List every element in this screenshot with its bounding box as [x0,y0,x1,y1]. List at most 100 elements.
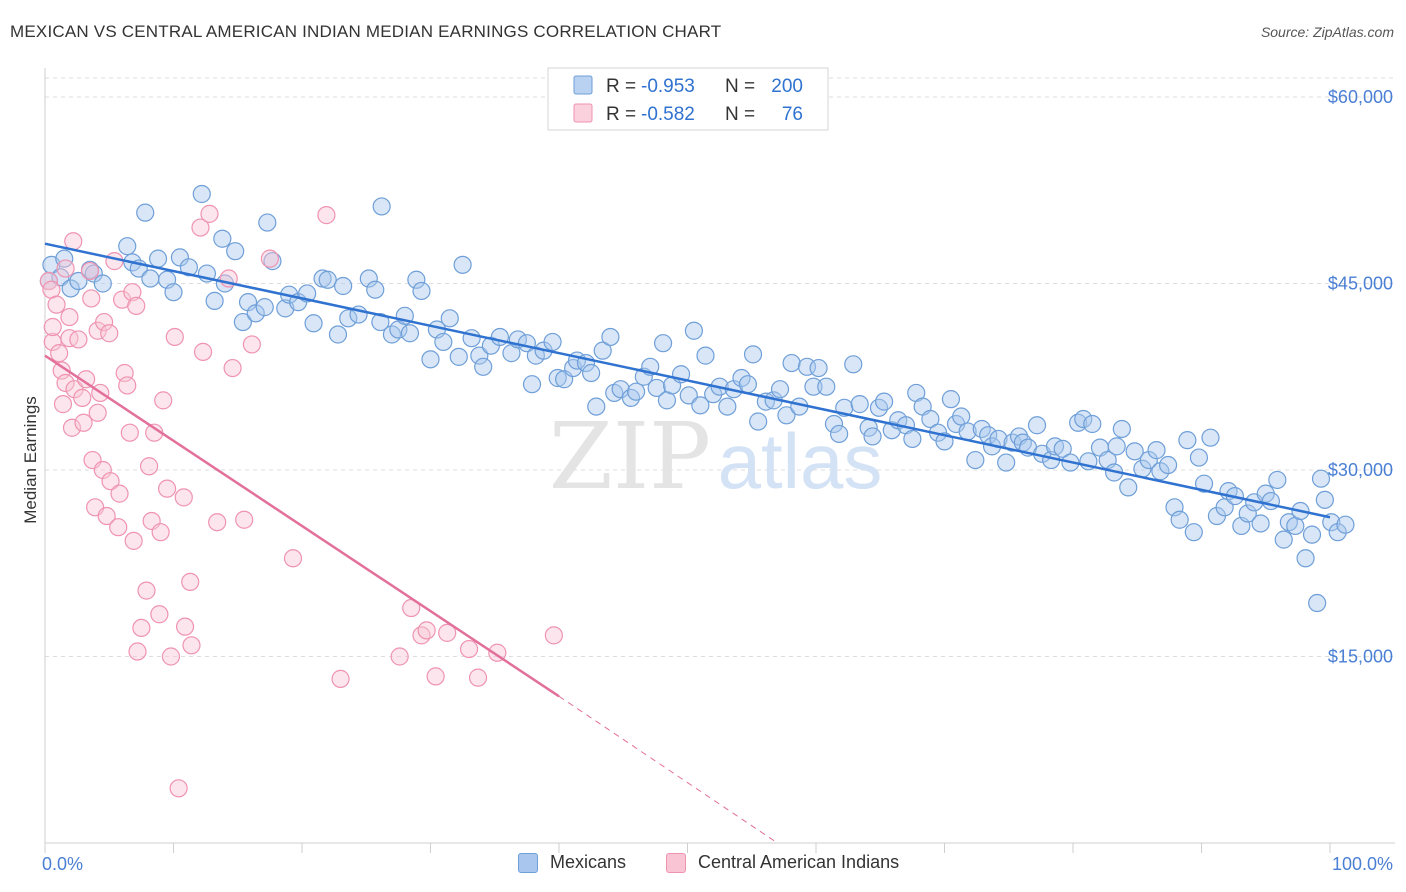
data-point-mexicans [1184,523,1203,542]
legend-series: Mexicans Central American Indians [0,852,1406,876]
legend-swatch-icon [666,852,686,873]
data-point-central-american-indians [468,668,488,687]
legend-item-mexicans[interactable]: Mexicans [518,852,626,873]
data-point-mexicans [718,397,737,416]
legend-swatch-mexicans [573,75,593,95]
data-point-central-american-indians [182,636,201,655]
data-point-mexicans [1274,530,1293,549]
data-point-central-american-indians [412,626,431,645]
data-point-mexicans [1139,450,1158,470]
data-point-central-american-indians [56,259,75,278]
data-point-central-american-indians [191,218,210,237]
data-point-mexicans [226,242,245,261]
data-point-central-american-indians [459,639,479,659]
trend-line-mexicans [44,242,1331,519]
data-point-mexicans [366,280,385,299]
data-point-central-american-indians [242,335,261,354]
source-label: Source: ZipAtlas.com [1260,24,1394,40]
data-point-central-american-indians [101,472,120,491]
data-point-central-american-indians [97,506,116,526]
data-point-mexicans [548,368,567,388]
data-point-mexicans [258,213,277,232]
data-point-mexicans [696,346,715,365]
data-point-mexicans [136,203,155,222]
data-point-mexicans [412,281,431,301]
x-tick-label: 100.0% [1332,854,1393,874]
data-point-central-american-indians [100,324,119,343]
data-point-mexicans [1027,416,1047,435]
legend-n-value: 200 [771,76,803,97]
data-point-mexicans [1083,414,1102,434]
watermark: ZIP atlas [549,403,882,510]
data-point-mexicans [400,324,420,343]
data-point-central-american-indians [105,252,124,271]
data-point-central-american-indians [417,621,436,640]
legend-n-label: N = [725,76,755,97]
data-point-mexicans [830,424,849,444]
data-point-mexicans [421,350,440,369]
data-point-mexicans [1328,523,1347,542]
y-tick-label: $60,000 [1328,87,1393,107]
data-point-central-american-indians [62,418,82,437]
data-point-central-american-indians [128,642,147,661]
data-point-central-american-indians [47,295,66,314]
data-point-mexicans [1194,474,1214,493]
data-point-mexicans [164,283,183,302]
data-point-central-american-indians [80,261,100,281]
data-point-mexicans [1119,478,1138,497]
legend-n-label: N = [725,104,755,125]
data-point-mexicans [141,269,160,288]
data-point-mexicans [61,279,80,298]
data-point-mexicans [1147,441,1166,460]
data-point-mexicans [782,353,801,373]
data-point-central-american-indians [438,623,457,642]
data-point-mexicans [440,309,459,328]
data-point-central-american-indians [426,667,445,686]
data-point-mexicans [318,270,337,289]
data-point-central-american-indians [88,403,107,422]
data-point-central-american-indians [154,391,173,410]
data-point-mexicans [359,269,378,288]
data-point-mexicans [51,268,70,287]
data-point-central-american-indians [193,342,213,361]
data-point-central-american-indians [175,617,195,636]
data-point-central-american-indians [169,779,188,798]
data-point-mexicans [69,271,88,291]
data-point-mexicans [777,406,796,425]
data-point-central-american-indians [60,307,79,327]
data-point-mexicans [804,377,823,396]
data-point-central-american-indians [124,531,143,550]
data-point-central-american-indians [53,395,73,414]
data-point-mexicans [213,229,232,248]
data-point-central-american-indians [95,312,114,332]
data-point-mexicans [863,427,882,446]
data-point-mexicans [1268,470,1287,490]
data-point-mexicans [93,274,112,293]
data-point-central-american-indians [157,479,177,498]
data-point-central-american-indians [235,510,254,529]
data-point-mexicans [1201,428,1220,447]
data-point-mexicans [522,375,542,394]
data-point-mexicans [304,314,323,333]
data-point-mexicans [1322,513,1341,532]
data-point-central-american-indians [132,618,151,638]
legend-item-central-american-indians[interactable]: Central American Indians [666,852,899,873]
data-point-mexicans [1238,504,1257,523]
data-point-mexicans [1251,514,1270,533]
legend-r-label: R = [606,104,636,125]
data-point-central-american-indians [69,330,88,349]
data-point-mexicans [921,409,940,429]
data-point-mexicans [1302,525,1322,544]
data-point-mexicans [1315,490,1334,509]
data-point-mexicans [691,396,710,415]
data-point-central-american-indians [109,518,128,537]
data-point-central-american-indians [174,488,193,507]
data-point-central-american-indians [74,413,93,432]
data-point-central-american-indians [43,317,62,337]
data-point-central-american-indians [260,249,279,268]
data-point-central-american-indians [50,344,69,363]
data-point-central-american-indians [544,626,563,645]
data-point-central-american-indians [161,647,181,666]
chart-title: MEXICAN VS CENTRAL AMERICAN INDIAN MEDIA… [10,22,722,41]
